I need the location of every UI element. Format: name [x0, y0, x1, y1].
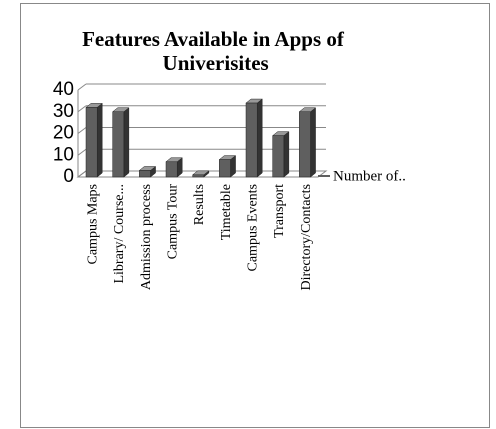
grid-line-side [77, 83, 87, 91]
grid-line-side [77, 148, 87, 156]
grid-line-side [77, 170, 87, 178]
grid-line-side [77, 105, 87, 113]
bar-side [256, 98, 263, 178]
chart-title: Features Available in Apps of Univerisit… [82, 27, 345, 75]
x-tick-label: Timetable [219, 184, 234, 240]
grid-line-side [77, 127, 87, 134]
chart-border [20, 3, 490, 428]
x-tick-label: Results [192, 184, 207, 225]
bar [85, 107, 98, 178]
x-tick-label: Transport [272, 184, 287, 238]
bar-side [96, 102, 103, 178]
bar [192, 174, 205, 178]
x-tick-label: Admission process [139, 184, 154, 290]
y-tick-label: 30 [53, 101, 74, 122]
x-tick-label: Library/ Course... [112, 184, 127, 284]
bar-side [310, 107, 316, 178]
bar-side [123, 107, 130, 178]
bar [299, 111, 311, 178]
bar [219, 159, 231, 178]
y-tick-label: 40 [53, 79, 74, 100]
bar [245, 102, 258, 178]
bar-side [283, 131, 290, 178]
bar [112, 111, 125, 178]
x-tick-label: Campus Maps [86, 184, 101, 265]
bar [165, 161, 178, 178]
x-tick-label: Directory/Contacts [299, 184, 314, 291]
y-tick-label: 20 [53, 123, 74, 144]
bar [139, 170, 151, 178]
legend-label: Number of.. [333, 168, 406, 184]
x-tick-label: Campus Tour [166, 184, 181, 260]
x-tick-label: Campus Events [246, 184, 261, 272]
y-tick-label: 0 [63, 166, 74, 187]
y-tick-label: 10 [53, 144, 74, 165]
bar [272, 135, 285, 178]
